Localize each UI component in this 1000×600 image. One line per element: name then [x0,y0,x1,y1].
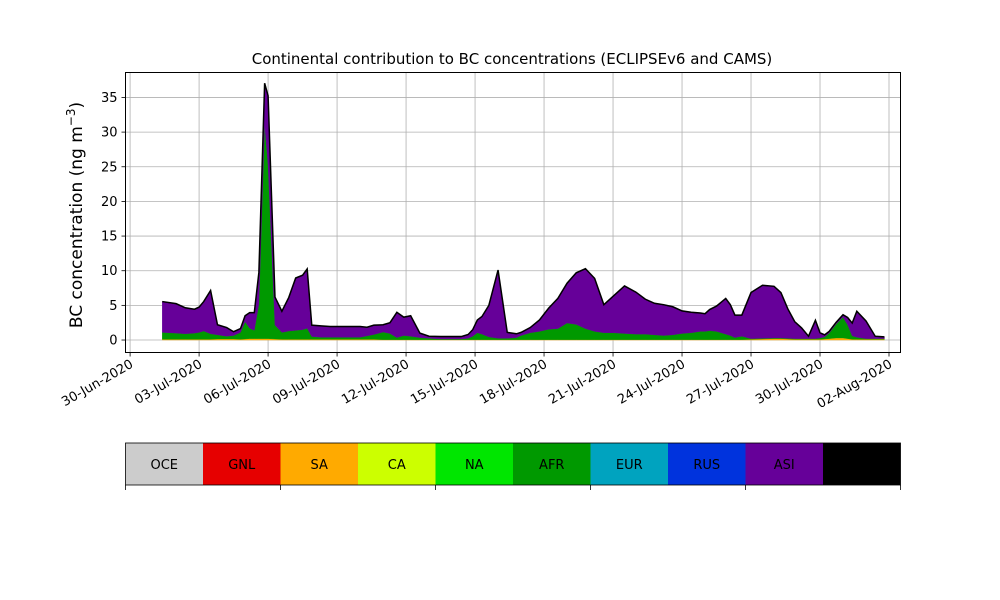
y-axis-label: BC concentration (ng m−3) [64,102,87,328]
legend-label-gnl: GNL [228,458,256,473]
x-tick-label: 21-Jul-2020 [546,357,619,408]
axes [125,72,901,353]
legend-label-afr: AFR [539,458,564,473]
legend-swatch-gnl [203,443,281,485]
x-tick-label: 15-Jul-2020 [408,357,481,408]
x-tick-label: 30-Jun-2020 [59,357,136,410]
legend-label-ca: CA [388,458,406,473]
legend-swatch-asi [745,443,823,485]
x-tick-label: 09-Jul-2020 [270,357,343,408]
legend-label-sa: SA [311,458,328,473]
x-tick-label: 02-Aug-2020 [815,357,895,412]
legend-label-eur: EUR [616,458,643,473]
legend-frame [125,442,901,486]
y-tick-label: 15 [101,230,118,245]
legend-swatch-eur [590,443,668,485]
legend-label-asi: ASI [774,458,795,473]
legend-label-rus: RUS [693,458,720,473]
x-tick-label: 18-Jul-2020 [477,357,550,408]
legend-swatch-rus [668,443,746,485]
y-tick-label: 10 [101,264,118,279]
legend-label-aus: AUS [848,458,875,473]
x-tick-label: 03-Jul-2020 [132,357,205,408]
y-tick-label: 20 [101,195,118,210]
stacked-areas [162,83,885,341]
y-tick-label: 35 [101,91,118,106]
y-tick-label: 25 [101,160,118,175]
y-axis-label-exponent: −3 [64,108,78,126]
y-tick-label: 5 [109,299,117,314]
x-axis-ticks: 30-Jun-202003-Jul-202006-Jul-202009-Jul-… [59,352,895,412]
y-axis-label-close: ) [67,102,87,109]
legend-swatch-sa [280,443,358,485]
legend-swatch-aus [823,443,901,485]
legend-label-na: NA [465,458,484,473]
legend-swatch-ca [358,443,436,485]
plot-frame [125,72,901,353]
x-tick-label: 27-Jul-2020 [684,357,757,408]
chart-title: Continental contribution to BC concentra… [252,50,773,68]
legend-swatch-na [435,443,513,485]
legend-label-oce: OCE [150,458,178,473]
x-tick-label: 24-Jul-2020 [615,357,688,408]
y-tick-label: 30 [101,126,118,141]
legend-swatch-afr [513,443,591,485]
x-tick-label: 06-Jul-2020 [201,357,274,408]
y-tick-label: 0 [109,334,117,349]
y-axis-label-text: BC concentration (ng m [67,126,87,328]
x-tick-label: 12-Jul-2020 [339,357,412,408]
legend-swatch-oce [125,443,203,485]
legend-colorbar: OCE GNL SA CA NA AFR EUR RUS ASI AUS [125,442,901,490]
total-outline [162,83,885,338]
y-axis-ticks: 0 5 10 15 20 25 30 35 [101,91,126,349]
